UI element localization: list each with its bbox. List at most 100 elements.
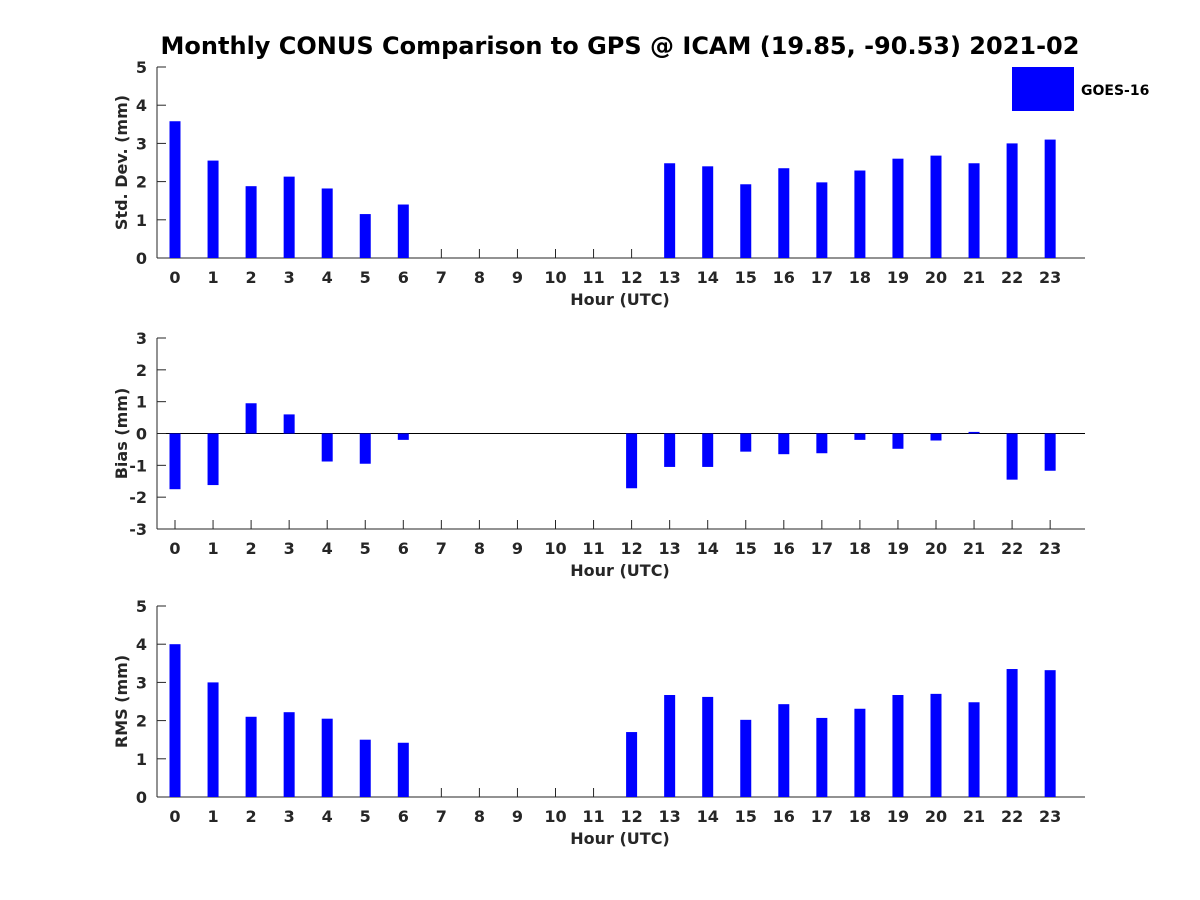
rms-x-tick-label: 10 <box>544 807 566 826</box>
bias-x-tick-label: 11 <box>582 539 604 558</box>
bias-x-tick-label: 1 <box>207 539 218 558</box>
legend-swatch-goes-16 <box>1012 67 1074 111</box>
std-x-tick-label: 8 <box>474 268 485 287</box>
std-x-tick-label: 11 <box>582 268 604 287</box>
rms-x-tick-label: 19 <box>887 807 909 826</box>
std-x-tick-label: 12 <box>620 268 642 287</box>
chart-title: Monthly CONUS Comparison to GPS @ ICAM (… <box>161 32 1080 60</box>
bias-x-tick-label: 2 <box>246 539 257 558</box>
std-bar-hour-19 <box>892 158 904 258</box>
std-bar-hour-2 <box>245 186 257 258</box>
rms-x-tick-label: 18 <box>849 807 871 826</box>
std-x-tick-label: 16 <box>773 268 795 287</box>
std-bar-hour-17 <box>816 182 828 258</box>
bias-x-tick-label: 15 <box>735 539 757 558</box>
std-x-tick-label: 7 <box>436 268 447 287</box>
bias-x-tick-label: 0 <box>169 539 180 558</box>
bias-bar-hour-17 <box>816 433 828 454</box>
bias-x-tick-label: 23 <box>1039 539 1061 558</box>
std-y-tick-label: 5 <box>136 58 147 77</box>
bias-bar-hour-14 <box>702 433 714 467</box>
legend: GOES-16 <box>1012 67 1149 111</box>
bias-y-tick-label: -3 <box>129 520 147 539</box>
std-bar-hour-20 <box>930 155 942 258</box>
bias-y-axis-label: Bias (mm) <box>112 388 131 480</box>
std-bar-hour-5 <box>359 214 371 258</box>
rms-x-tick-label: 9 <box>512 807 523 826</box>
bias-y-tick-label: -1 <box>129 456 147 475</box>
bias-x-tick-label: 3 <box>284 539 295 558</box>
rms-bar-hour-3 <box>283 712 295 797</box>
rms-bar-hour-0 <box>169 644 181 797</box>
bias-x-axis-label: Hour (UTC) <box>570 561 670 580</box>
rms-x-tick-label: 3 <box>284 807 295 826</box>
std-bar-hour-22 <box>1006 143 1018 258</box>
bias-y-tick-label: 2 <box>136 361 147 380</box>
bias-x-tick-label: 20 <box>925 539 947 558</box>
std-x-axis-label: Hour (UTC) <box>570 290 670 309</box>
rms-y-axis-label: RMS (mm) <box>112 655 131 748</box>
bias-x-tick-label: 10 <box>544 539 566 558</box>
rms-y-tick-label: 4 <box>136 635 147 654</box>
std-y-tick-label: 1 <box>136 211 147 230</box>
bias-x-tick-label: 17 <box>811 539 833 558</box>
std-bar-hour-4 <box>321 188 333 258</box>
rms-x-tick-label: 7 <box>436 807 447 826</box>
bias-bar-hour-13 <box>664 433 676 467</box>
rms-x-tick-label: 8 <box>474 807 485 826</box>
std-bar-hour-6 <box>397 204 409 258</box>
rms-bar-hour-19 <box>892 695 904 797</box>
rms-x-tick-label: 21 <box>963 807 985 826</box>
std-x-tick-label: 17 <box>811 268 833 287</box>
bias-x-tick-label: 18 <box>849 539 871 558</box>
bias-bar-hour-16 <box>778 433 790 455</box>
rms-x-tick-label: 1 <box>207 807 218 826</box>
rms-x-tick-label: 5 <box>360 807 371 826</box>
rms-bar-hour-5 <box>359 739 371 797</box>
bias-bar-hour-19 <box>892 433 904 449</box>
rms-bar-hour-4 <box>321 718 333 797</box>
rms-x-tick-label: 12 <box>620 807 642 826</box>
rms-y-tick-label: 1 <box>136 750 147 769</box>
rms-bar-hour-1 <box>207 682 219 797</box>
rms-bar-hour-23 <box>1044 670 1056 797</box>
bias-bar-hour-21 <box>968 431 980 434</box>
rms-bar-hour-2 <box>245 716 257 797</box>
bias-bar-hour-22 <box>1006 433 1018 480</box>
bias-bar-hour-6 <box>397 433 409 440</box>
std-y-tick-label: 2 <box>136 173 147 192</box>
rms-x-axis-label: Hour (UTC) <box>570 829 670 848</box>
bias-bar-hour-15 <box>740 433 752 452</box>
bias-bar-hour-12 <box>626 433 638 489</box>
std-x-tick-label: 10 <box>544 268 566 287</box>
bias-x-tick-label: 13 <box>659 539 681 558</box>
rms-x-tick-label: 13 <box>659 807 681 826</box>
rms-x-tick-label: 23 <box>1039 807 1061 826</box>
std-bar-hour-14 <box>702 166 714 258</box>
std-y-tick-label: 4 <box>136 96 147 115</box>
bias-x-tick-label: 5 <box>360 539 371 558</box>
std-x-tick-label: 13 <box>659 268 681 287</box>
std-x-tick-label: 1 <box>207 268 218 287</box>
std-bar-hour-15 <box>740 184 752 258</box>
rms-x-tick-label: 11 <box>582 807 604 826</box>
std-x-tick-label: 23 <box>1039 268 1061 287</box>
bias-y-tick-label: 0 <box>136 425 147 444</box>
bias-bar-hour-23 <box>1044 433 1056 471</box>
legend-label: GOES-16 <box>1081 83 1149 99</box>
bias-y-tick-label: -2 <box>129 488 147 507</box>
rms-x-tick-label: 4 <box>322 807 333 826</box>
bias-x-tick-label: 12 <box>620 539 642 558</box>
std-x-tick-label: 21 <box>963 268 985 287</box>
std-x-tick-label: 15 <box>735 268 757 287</box>
std-bar-hour-3 <box>283 176 295 258</box>
std-x-tick-label: 18 <box>849 268 871 287</box>
rms-x-tick-label: 17 <box>811 807 833 826</box>
rms-x-tick-label: 14 <box>697 807 719 826</box>
bias-bar-hour-18 <box>854 433 866 440</box>
bias-x-tick-label: 14 <box>697 539 719 558</box>
bias-bar-hour-4 <box>321 433 333 462</box>
std-bar-hour-16 <box>778 168 790 258</box>
bias-x-tick-label: 8 <box>474 539 485 558</box>
